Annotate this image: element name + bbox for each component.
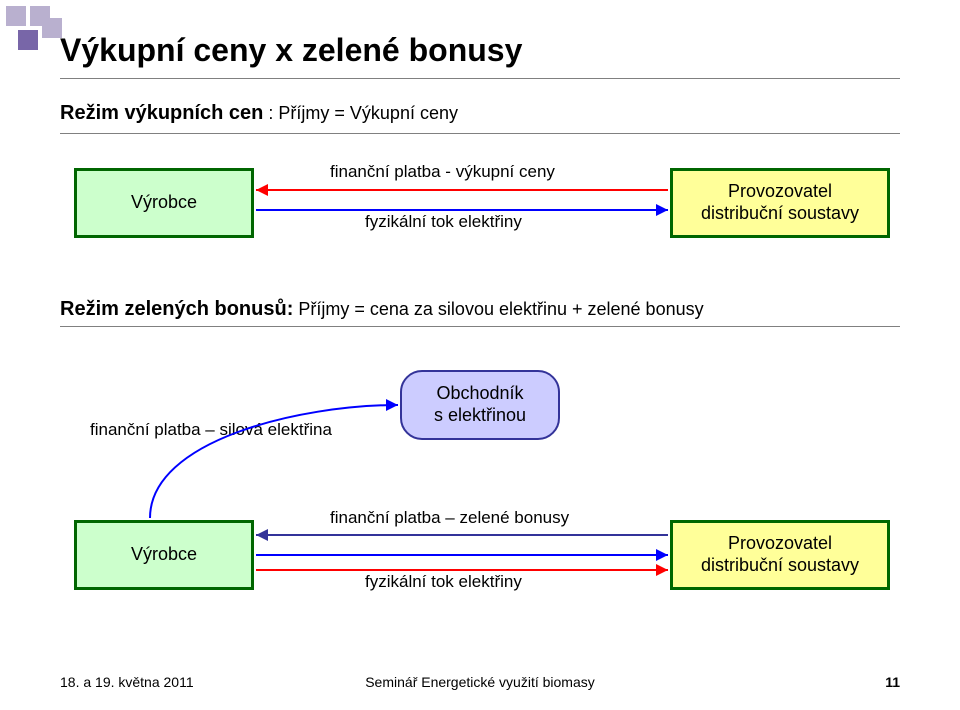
section2-subtitle: Režim zelených bonusů: Příjmy = cena za …: [60, 298, 704, 321]
node-trader: Obchodník s elektřinou: [400, 370, 560, 440]
node-dso-1-line1: Provozovatel: [701, 181, 859, 203]
node-producer-2: Výrobce: [74, 520, 254, 590]
node-dso-1: Provozovatel distribuční soustavy: [670, 168, 890, 238]
node-producer-1: Výrobce: [74, 168, 254, 238]
title-underline: [60, 78, 900, 79]
section1-underline: [60, 133, 900, 134]
section2-label-bottom: fyzikální tok elektřiny: [365, 572, 522, 592]
footer-seminar: Seminář Energetické využití biomasy: [0, 674, 960, 690]
node-producer-1-label: Výrobce: [131, 192, 197, 214]
section2-underline: [60, 326, 900, 327]
node-producer-2-label: Výrobce: [131, 544, 197, 566]
node-dso-1-line2: distribuční soustavy: [701, 203, 859, 225]
node-dso-2-line1: Provozovatel: [701, 533, 859, 555]
section2-subtitle-bold: Režim zelených bonusů:: [60, 298, 293, 320]
node-trader-line1: Obchodník: [434, 383, 526, 405]
node-dso-2: Provozovatel distribuční soustavy: [670, 520, 890, 590]
node-dso-2-line2: distribuční soustavy: [701, 555, 859, 577]
section2-subtitle-thin: Příjmy = cena za silovou elektřinu + zel…: [293, 299, 703, 319]
section2-label-top: finanční platba – zelené bonusy: [330, 508, 569, 528]
section2-curve-label: finanční platba – silová elektřina: [90, 420, 332, 440]
section1-subtitle: Režim výkupních cen : Příjmy = Výkupní c…: [60, 102, 458, 125]
slide-title: Výkupní ceny x zelené bonusy: [60, 32, 522, 69]
section1-subtitle-bold: Režim výkupních cen: [60, 102, 263, 124]
footer-page-number: 11: [885, 674, 900, 690]
section1-label-bottom: fyzikální tok elektřiny: [365, 212, 522, 232]
section1-label-top: finanční platba - výkupní ceny: [330, 162, 555, 182]
node-trader-line2: s elektřinou: [434, 405, 526, 427]
section1-subtitle-thin: : Příjmy = Výkupní ceny: [263, 103, 458, 123]
